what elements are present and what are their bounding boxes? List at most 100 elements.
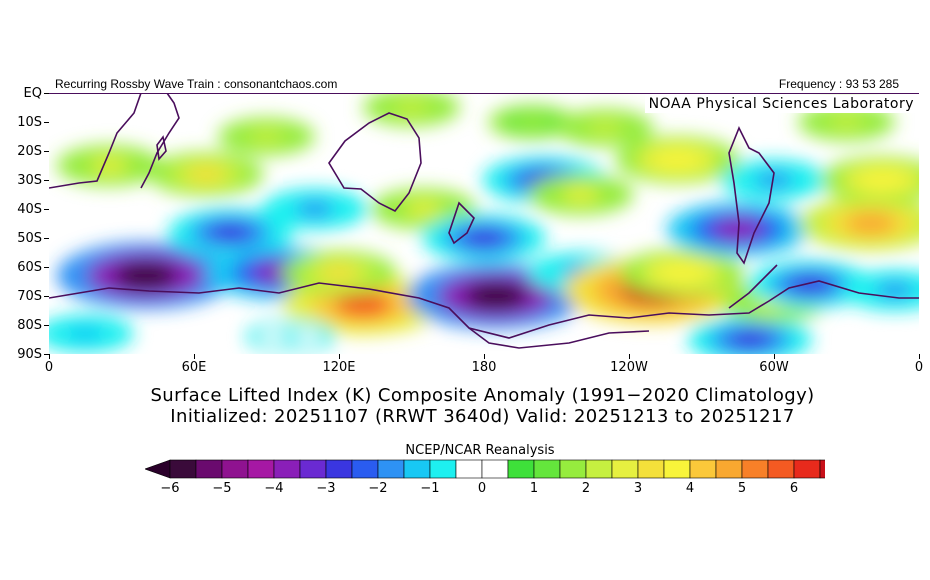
lon-tick-mark — [919, 354, 920, 359]
title-line-1: Surface Lifted Index (K) Composite Anoma… — [150, 385, 815, 406]
lon-tick-mark — [484, 354, 485, 359]
lon-tick-label: 120E — [322, 360, 356, 375]
colorbar-tick-label: −1 — [420, 481, 440, 496]
colorbar-swatch — [585, 459, 613, 479]
anomaly-blob-core — [659, 262, 705, 283]
lat-tick-mark — [44, 209, 49, 210]
colorbar-swatch — [637, 459, 665, 479]
colorbar-swatch — [663, 459, 691, 479]
colorbar-swatch — [481, 459, 509, 479]
anomaly-field — [49, 93, 919, 354]
lon-tick-mark — [194, 354, 195, 359]
coast-africa-east — [140, 93, 180, 189]
colorbar-swatch — [793, 459, 821, 479]
colorbar-tick-label: 2 — [581, 481, 591, 496]
coast-south-america — [728, 126, 775, 265]
lat-tick-label: 10S — [17, 115, 42, 130]
anomaly-blob-core — [185, 164, 227, 184]
lon-tick-label: 60E — [181, 360, 207, 375]
coast-australia — [328, 112, 422, 213]
anomaly-blob-core — [295, 200, 334, 218]
colorbar-swatch — [455, 459, 483, 479]
colorbar-swatch — [221, 459, 249, 479]
lat-tick-label: 90S — [17, 347, 42, 362]
lat-tick-label: 40S — [17, 202, 42, 217]
lon-tick-label: 0 — [44, 360, 54, 375]
anomaly-blob-core — [404, 200, 443, 218]
anomaly-blob-core — [207, 222, 253, 243]
colorbar-swatch — [507, 459, 535, 479]
credit-label: NOAA Physical Sciences Laboratory — [644, 95, 918, 113]
anomaly-blob-core — [754, 171, 794, 189]
colorbar-tick-label: 3 — [633, 481, 643, 496]
anomaly-blob-core — [516, 114, 549, 130]
anomaly-blob-core — [249, 128, 284, 145]
colorbar-tick-label: −3 — [316, 481, 336, 496]
colorbar-swatch — [741, 459, 769, 479]
lat-tick-mark — [44, 93, 49, 94]
title-line-2: Initialized: 20251107 (RRWT 3640d) Valid… — [170, 406, 795, 427]
lat-tick-mark — [44, 296, 49, 297]
anomaly-blob-core — [67, 325, 103, 342]
lon-tick-mark — [774, 354, 775, 359]
anomaly-blob-core — [90, 156, 129, 175]
anomaly-blob-core — [655, 149, 700, 170]
lon-tick-mark — [49, 354, 50, 359]
colorbar-tick-label: 6 — [789, 481, 799, 496]
colorbar-swatch — [689, 459, 717, 479]
lat-tick-label: EQ — [23, 86, 42, 101]
lon-tick-label: 60W — [759, 360, 789, 375]
colorbar-swatch — [325, 459, 353, 479]
anomaly-blob-core — [461, 228, 507, 248]
colorbar-tick-label: −6 — [160, 481, 180, 496]
colorbar-tick-label: 1 — [529, 481, 539, 496]
anomaly-map — [49, 93, 919, 354]
lon-tick-mark — [339, 354, 340, 359]
coast-antarctic-peninsula — [728, 264, 778, 309]
lat-tick-mark — [44, 151, 49, 152]
coast-new-zealand — [448, 201, 475, 245]
colorbar-swatch — [559, 459, 587, 479]
lat-tick-mark — [44, 267, 49, 268]
colorbar-tick-label: −4 — [264, 481, 284, 496]
lat-tick-label: 20S — [17, 144, 42, 159]
anomaly-blob-core — [727, 329, 773, 350]
anomaly-blob-core — [334, 292, 392, 318]
colorbar-swatch — [767, 459, 795, 479]
lat-tick-label: 30S — [17, 173, 42, 188]
colorbar-tick-label: −5 — [212, 481, 232, 496]
lat-tick-mark — [44, 180, 49, 181]
anomaly-blob-core — [875, 281, 914, 299]
colorbar — [145, 459, 825, 479]
colorbar-swatch — [351, 459, 379, 479]
lon-tick-mark — [629, 354, 630, 359]
colorbar-swatch — [273, 459, 301, 479]
header-left-text: Recurring Rossby Wave Train : consonantc… — [55, 77, 338, 91]
anomaly-blob-core — [561, 185, 600, 204]
coast-africa — [49, 93, 142, 189]
anomaly-blob-core — [860, 170, 906, 190]
coastlines — [49, 93, 919, 349]
header-right-text: Frequency : 93 53 285 — [778, 77, 899, 91]
colorbar-swatch — [299, 459, 327, 479]
colorbar-swatch — [169, 459, 197, 479]
colorbar-swatch — [403, 459, 431, 479]
lon-tick-label: 0 — [914, 360, 924, 375]
lat-tick-label: 50S — [17, 231, 42, 246]
colorbar-swatch — [611, 459, 639, 479]
lon-tick-label: 120W — [610, 360, 648, 375]
colorbar-swatch — [533, 459, 561, 479]
lat-tick-label: 80S — [17, 318, 42, 333]
colorbar-tick-label: 5 — [737, 481, 747, 496]
colorbar-under-arrow — [145, 459, 171, 479]
lon-tick-label: 180 — [471, 360, 497, 375]
colorbar-swatch — [377, 459, 405, 479]
colorbar-source-label: NCEP/NCAR Reanalysis — [405, 443, 555, 458]
lat-tick-mark — [44, 122, 49, 123]
anomaly-blob-core — [113, 261, 178, 290]
map-panel — [49, 93, 919, 354]
colorbar-tick-label: 0 — [477, 481, 487, 496]
lat-tick-label: 60S — [17, 260, 42, 275]
anomaly-blob-core — [829, 114, 864, 130]
lat-tick-mark — [44, 238, 49, 239]
